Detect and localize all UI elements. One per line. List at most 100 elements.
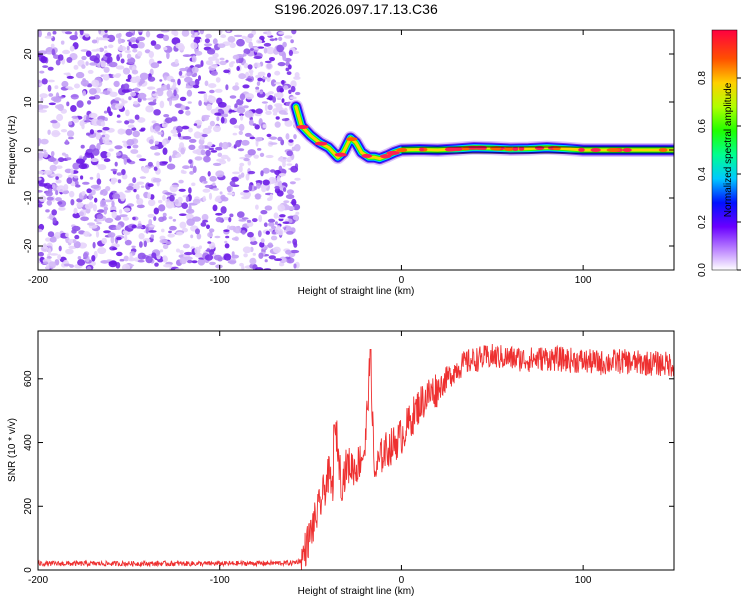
noise-blob [275,116,280,120]
noise-blob [197,91,206,94]
noise-blob [241,265,245,270]
noise-blob [193,131,202,139]
noise-blob [153,207,159,215]
noise-blob [119,258,125,262]
noise-blob [38,170,45,175]
noise-blob [162,34,170,42]
noise-blob [133,100,139,105]
noise-blob [106,152,111,158]
noise-blob [191,66,199,74]
noise-blob [96,178,102,185]
noise-blob [127,74,132,80]
noise-blob [191,182,196,187]
noise-blob [131,127,137,131]
noise-blob [96,221,102,225]
noise-blob [190,42,198,50]
noise-blob [196,233,202,240]
colorbar-tick-label: 0.2 [697,215,708,229]
noise-blob [107,232,116,238]
noise-blob [123,207,131,212]
noise-blob [57,254,62,260]
noise-blob [229,180,236,187]
noise-blob [52,183,56,189]
noise-blob [166,51,170,60]
noise-blob [276,225,281,230]
noise-blob [146,97,155,101]
noise-blob [176,231,184,236]
ridge-peak [578,147,585,152]
noise-blob [263,42,272,47]
noise-blob [208,241,216,250]
noise-blob [161,255,168,263]
noise-blob [50,120,58,124]
noise-blob [242,246,252,254]
noise-blob [72,239,77,244]
noise-blob [203,155,211,163]
noise-blob [38,138,41,146]
noise-blob [236,98,244,106]
noise-blob [241,139,250,146]
noise-blob [165,241,172,245]
noise-blob [209,249,215,255]
noise-blob [252,218,258,223]
spectrogram-ridge [289,99,674,166]
noise-blob [55,190,59,196]
noise-blob [284,119,293,127]
spectrogram-xtick-label: -100 [210,275,230,286]
noise-blob [247,149,256,156]
noise-blob [292,238,298,246]
noise-blob [147,86,153,90]
noise-blob [166,163,176,170]
noise-blob [201,213,209,221]
noise-blob [249,136,256,140]
ridge-peak [590,148,601,152]
noise-blob [279,214,286,218]
noise-blob [46,256,52,259]
noise-blob [278,165,283,172]
noise-blob [274,37,278,41]
noise-blob [38,251,44,257]
noise-blob [154,262,159,267]
noise-blob [242,53,247,57]
noise-blob [167,233,175,238]
noise-blob [144,49,151,54]
noise-blob [70,105,77,112]
noise-blob [186,72,192,77]
noise-blob [105,52,112,57]
noise-blob [141,166,150,173]
noise-blob [201,133,208,138]
noise-blob [147,192,152,200]
noise-blob [182,243,190,249]
ridge-peak [445,147,458,152]
noise-blob [96,172,101,180]
noise-blob [122,83,130,90]
colorbar: 0.0 0.2 0.4 0.6 0.8 Normalized spectral ampl… [697,29,741,277]
noise-blob [288,139,294,143]
noise-blob [40,97,44,103]
noise-blob [197,258,206,266]
noise-blob [269,142,278,145]
noise-blob [154,125,161,132]
noise-blob [288,49,293,57]
noise-blob [39,70,45,74]
noise-blob [103,45,108,49]
noise-blob [114,97,121,101]
noise-blob [147,213,155,218]
noise-blob [212,204,218,212]
noise-blob [38,177,42,181]
noise-blob [124,234,128,242]
noise-blob [240,191,246,196]
noise-blob [126,186,134,191]
noise-blob [168,230,172,234]
noise-blob [272,246,281,254]
noise-blob [122,230,129,235]
noise-blob [54,85,59,90]
noise-blob [87,69,94,74]
noise-blob [50,43,55,49]
snr-ytick-label: 600 [23,370,34,387]
noise-blob [249,116,253,121]
noise-blob [209,261,216,266]
noise-blob [282,221,291,224]
noise-blob [253,186,257,191]
noise-blob [51,48,56,56]
